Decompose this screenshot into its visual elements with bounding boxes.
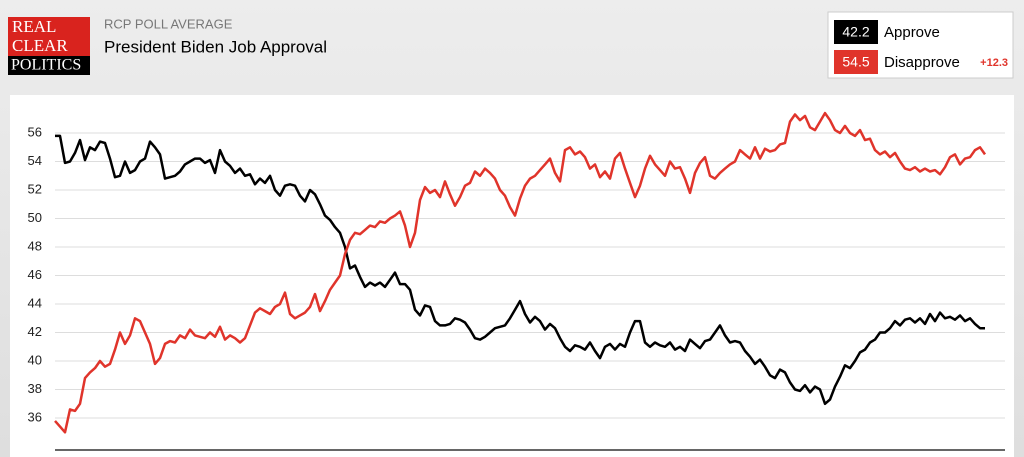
y-tick-label: 56 — [28, 124, 42, 139]
kicker: RCP POLL AVERAGE — [104, 16, 233, 31]
y-tick-label: 40 — [28, 352, 42, 367]
y-tick-label: 52 — [28, 181, 42, 196]
logo-text: CLEAR — [12, 36, 68, 55]
y-tick-label: 38 — [28, 381, 42, 396]
y-tick-label: 46 — [28, 267, 42, 282]
legend-swatch — [834, 50, 878, 74]
logo-band — [8, 56, 90, 75]
y-tick-label: 50 — [28, 210, 42, 225]
legend-label: Approve — [884, 24, 940, 41]
legend-value: 54.5 — [842, 54, 869, 70]
y-tick-label: 36 — [28, 409, 42, 424]
line-series — [54, 111, 987, 434]
logo-text: POLITICS — [11, 57, 81, 74]
y-tick-label: 44 — [28, 295, 42, 310]
line-series — [55, 134, 985, 406]
spread: +12.3 — [980, 57, 1008, 69]
logo-text: REAL — [12, 17, 56, 36]
legend-value: 42.2 — [842, 24, 869, 40]
y-tick-label: 48 — [28, 238, 42, 253]
y-tick-label: 42 — [28, 324, 42, 339]
chart-title: President Biden Job Approval — [104, 37, 327, 56]
y-tick-label: 54 — [28, 153, 42, 168]
legend-swatch — [834, 20, 878, 44]
legend-label: Disapprove — [884, 54, 960, 71]
